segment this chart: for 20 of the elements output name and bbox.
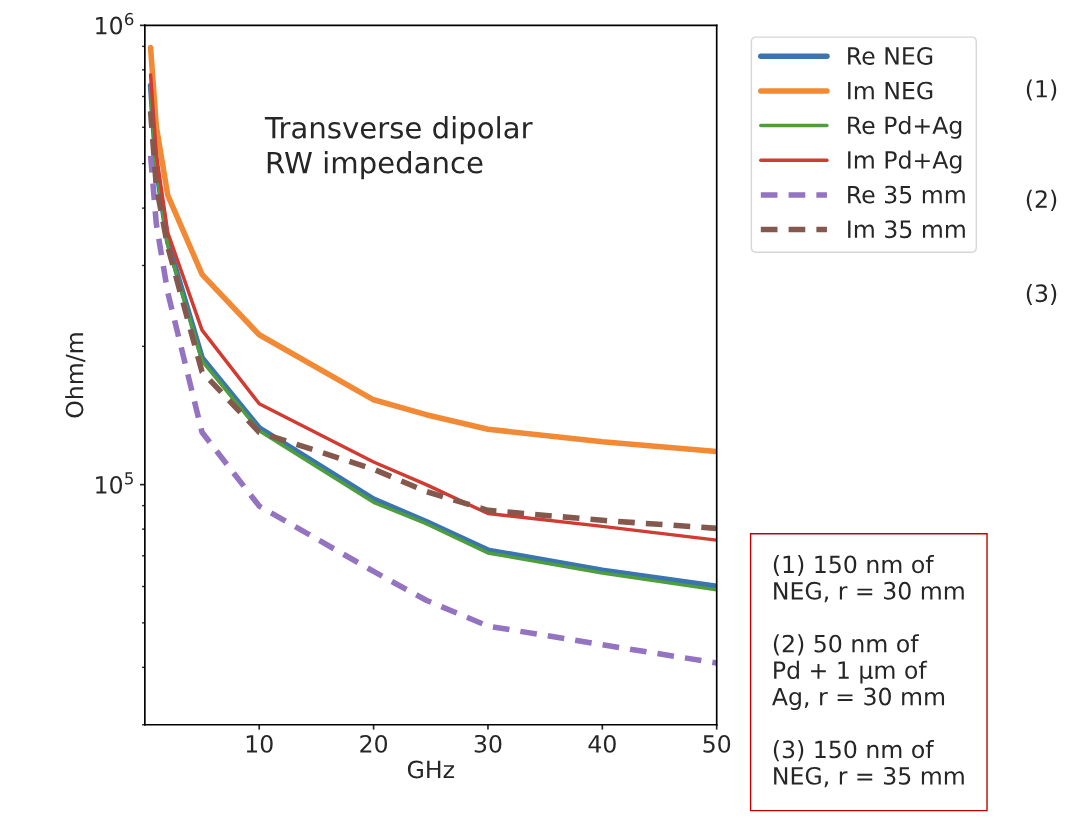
y-tick-label: 10$^{5}$ <box>96 472 133 494</box>
legend-label: Im NEG <box>848 81 933 100</box>
text: (1) <box>1026 79 1057 101</box>
x-tick-label: 20 <box>360 734 388 753</box>
y-axis-title: Ohm/m <box>65 333 86 418</box>
text: (3) <box>1026 283 1057 305</box>
legend-label: Re 35 mm <box>848 185 965 204</box>
annotation: Transverse dipolar RW impedance <box>264 116 533 180</box>
x-axis-title: GHz <box>407 760 454 779</box>
x-tick-label: 10 <box>246 734 273 753</box>
text: (1) 150 nm of NEG, r = 30 mm (2) 50 nm of Pd + 1 μm of Ag, r = 30 mm (3) 150 nm of NEG, r = 35 mm <box>772 555 964 788</box>
y-tick-label: 10$^{6}$ <box>96 12 134 35</box>
text: (2) <box>1026 189 1057 211</box>
legend-label: Re NEG <box>848 47 933 65</box>
x-tick-label: 50 <box>703 734 731 753</box>
x-tick-label: 30 <box>474 734 502 753</box>
legend-label: Im 35 mm <box>848 220 965 239</box>
x-tick-label: 40 <box>588 734 616 753</box>
legend-label: Im Pd+Ag <box>848 150 962 174</box>
legend-label: Re Pd+Ag <box>848 115 962 139</box>
